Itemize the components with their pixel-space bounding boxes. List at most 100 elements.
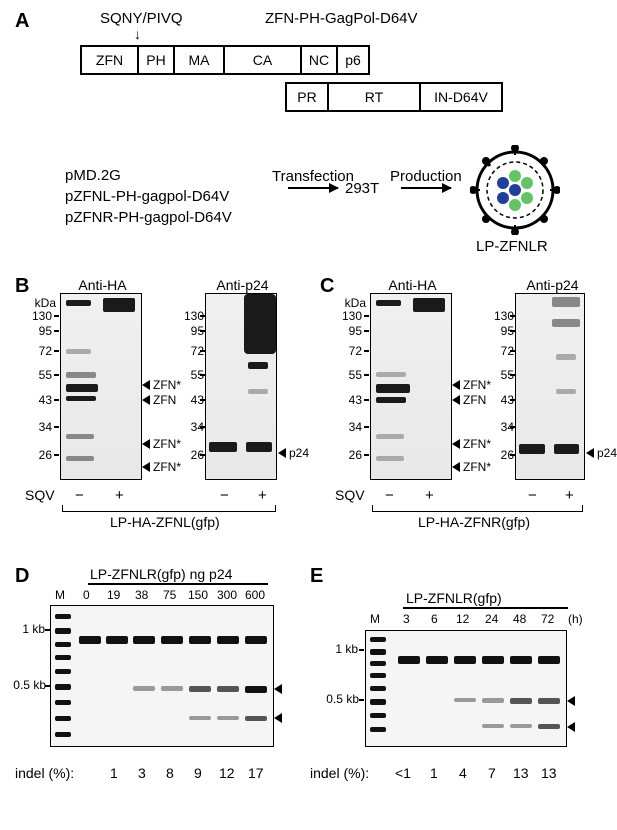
mw-55: 55 — [28, 368, 52, 382]
kda-label: kDa — [28, 296, 56, 310]
bracket-b — [62, 505, 276, 512]
panel-b-blot-ha: Anti-HA — [60, 277, 145, 480]
ladder — [370, 727, 386, 732]
zfn-annot-c: ZFN* — [452, 460, 491, 474]
band — [510, 724, 532, 728]
lane: 38 — [135, 588, 148, 602]
band — [248, 389, 268, 394]
indel: 4 — [459, 765, 467, 781]
band — [245, 716, 267, 721]
indel: 17 — [248, 765, 264, 781]
panel-b-label: B — [15, 275, 29, 298]
gel-d — [50, 605, 274, 747]
virion-icon — [470, 145, 560, 235]
ladder — [55, 655, 71, 660]
tick — [200, 399, 205, 401]
indel: 13 — [541, 765, 557, 781]
lane: 24 — [485, 612, 498, 626]
mw-72-c: 72 — [338, 344, 362, 358]
panel-b-ha-blotbox — [60, 293, 142, 480]
panel-e-label: E — [310, 565, 323, 588]
underline-e — [403, 607, 568, 609]
lane: 6 — [431, 612, 438, 626]
sqv-minus-b1: − — [75, 487, 84, 504]
zfn-annot: ZFN* — [142, 437, 181, 451]
sqv-plus: + — [425, 487, 434, 504]
ladder — [55, 614, 71, 619]
lane: 600 — [245, 588, 265, 602]
band — [538, 698, 560, 704]
tick — [510, 399, 515, 401]
tick — [364, 374, 369, 376]
sqv-minus: − — [385, 487, 394, 504]
tick — [54, 315, 59, 317]
tick — [200, 330, 205, 332]
panel-b-blot-p24: Anti-p24 — [205, 277, 280, 480]
band — [66, 372, 96, 378]
band — [189, 636, 211, 644]
tick — [200, 454, 205, 456]
band — [376, 372, 406, 377]
tick — [45, 629, 50, 631]
underline — [88, 583, 268, 585]
panel-c-antiha-title: Anti-HA — [370, 277, 455, 293]
band — [133, 686, 155, 691]
band — [454, 656, 476, 664]
tick — [364, 426, 369, 428]
arrow-d2 — [274, 713, 282, 723]
gag-box-ma: MA — [175, 45, 225, 75]
band — [510, 698, 532, 704]
indel: 12 — [219, 765, 235, 781]
tick — [200, 350, 205, 352]
band — [376, 434, 404, 439]
sqv-plus-b2: + — [258, 487, 267, 504]
indel: 8 — [166, 765, 174, 781]
ladder — [370, 649, 386, 655]
mw-34-c: 34 — [338, 420, 362, 434]
mw-72: 72 — [28, 344, 52, 358]
band — [556, 354, 576, 360]
tick — [364, 399, 369, 401]
band — [454, 698, 476, 702]
band — [66, 434, 94, 439]
zfn-annot: ZFN* — [142, 378, 181, 392]
tick — [359, 699, 364, 701]
mw-05kb-d: 0.5 kb — [4, 678, 46, 692]
mw-43-c: 43 — [338, 393, 362, 407]
panel-c-p24-blotbox — [515, 293, 585, 480]
band — [376, 456, 404, 461]
kda-label-c: kDa — [338, 296, 366, 310]
sqv-minus: − — [528, 487, 537, 504]
lane-m: M — [55, 588, 65, 602]
band — [103, 298, 135, 312]
gag-box-ph: PH — [139, 45, 175, 75]
band — [413, 298, 445, 312]
tick — [54, 374, 59, 376]
pol-box-rt: RT — [329, 82, 421, 112]
panel-c-label: C — [320, 275, 334, 298]
tick — [200, 315, 205, 317]
arrow-e2 — [567, 722, 575, 732]
tick — [364, 454, 369, 456]
band — [482, 724, 504, 728]
arrow-right-icon — [401, 187, 451, 189]
indel-label-e: indel (%): — [310, 765, 369, 781]
arrow-d1 — [274, 684, 282, 694]
tick — [54, 330, 59, 332]
band — [66, 349, 91, 354]
band — [66, 396, 96, 401]
band — [189, 716, 211, 720]
band — [482, 656, 504, 664]
band — [66, 300, 91, 306]
product-label: LP-ZFNLR — [476, 238, 548, 255]
panel-c-ha-blotbox — [370, 293, 452, 480]
gag-box-p6: p6 — [338, 45, 370, 75]
lane: 0 — [83, 588, 90, 602]
sqv-plus: + — [565, 487, 574, 504]
band — [376, 384, 410, 393]
band — [66, 456, 94, 461]
tick — [364, 350, 369, 352]
tick — [510, 350, 515, 352]
flow-arrow-transfection: Transfection — [272, 168, 354, 189]
gag-box-nc: NC — [302, 45, 338, 75]
